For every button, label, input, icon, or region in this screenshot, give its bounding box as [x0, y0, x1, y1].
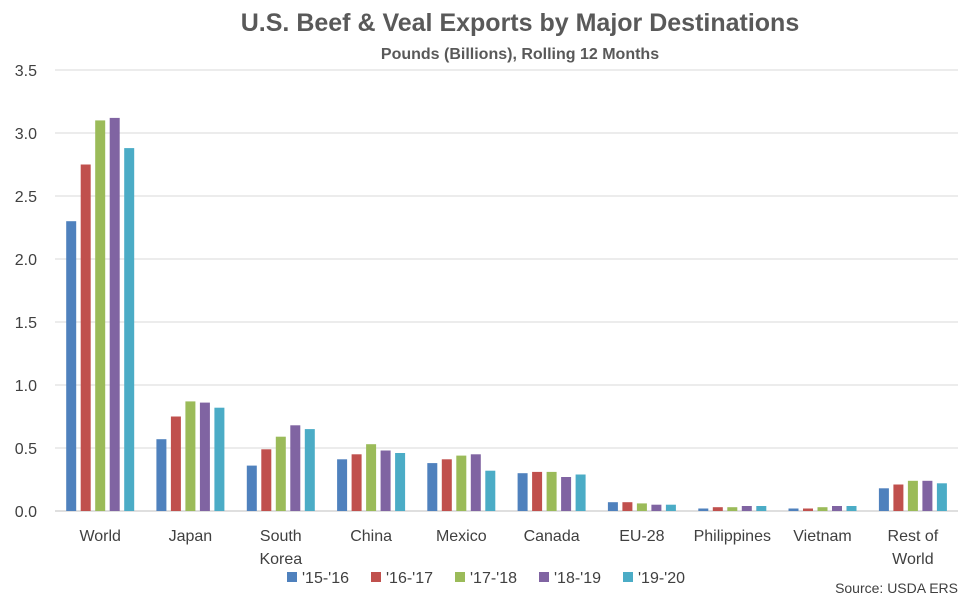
bar	[470, 454, 481, 511]
x-category-label: Canada	[524, 528, 580, 545]
bar	[66, 221, 77, 511]
bar	[698, 508, 709, 511]
x-category-label: World	[79, 528, 121, 545]
chart-subtitle: Pounds (Billions), Rolling 12 Months	[381, 46, 659, 63]
bar	[395, 453, 406, 511]
bar	[427, 463, 438, 511]
bar	[337, 459, 348, 511]
bar	[456, 455, 467, 511]
legend-label: '17-'18	[470, 570, 517, 587]
bar	[817, 507, 828, 511]
bar	[485, 470, 496, 511]
x-category-label: Rest of	[888, 528, 939, 545]
bar	[607, 502, 618, 511]
x-axis-labels: World Japan South Korea China Mexico Canada EU-…	[79, 528, 938, 568]
x-category-label: Vietnam	[793, 528, 851, 545]
bar	[832, 506, 842, 511]
bar	[185, 401, 196, 511]
bar	[80, 164, 91, 511]
bar	[517, 473, 528, 511]
bar	[922, 480, 933, 511]
y-tick-label: 1.5	[15, 315, 37, 332]
bar	[651, 504, 662, 511]
bar	[199, 402, 210, 511]
x-category-label: World	[892, 551, 934, 568]
y-axis-ticks: 0.0 0.5 1.0 1.5 2.0 2.5 3.0 3.5	[15, 63, 37, 521]
bar	[936, 483, 947, 511]
y-tick-label: 2.5	[15, 189, 37, 206]
legend-swatch	[371, 572, 381, 582]
bar	[109, 117, 120, 512]
chart-title: U.S. Beef & Veal Exports by Major Destin…	[241, 9, 799, 37]
legend-label: '19-'20	[638, 570, 685, 587]
bar	[561, 477, 572, 511]
legend-swatch	[623, 572, 633, 582]
bar	[441, 459, 452, 511]
y-tick-label: 0.0	[15, 504, 37, 521]
x-category-label: Korea	[259, 551, 302, 568]
bar	[727, 507, 738, 511]
bar	[95, 120, 106, 512]
bars	[66, 117, 947, 512]
x-category-label: South	[260, 528, 302, 545]
bar	[907, 480, 918, 511]
bar	[261, 449, 272, 511]
bar	[304, 429, 315, 511]
source-note: Source: USDA ERS	[835, 580, 958, 596]
y-tick-label: 0.5	[15, 441, 37, 458]
legend-swatch	[287, 572, 297, 582]
legend-swatch	[455, 572, 465, 582]
bar	[622, 502, 633, 511]
bar	[156, 439, 167, 511]
bar	[575, 474, 586, 511]
x-category-label: Mexico	[436, 528, 487, 545]
y-tick-label: 3.0	[15, 126, 37, 143]
bar	[366, 444, 377, 511]
y-tick-label: 3.5	[15, 63, 37, 80]
bar	[788, 508, 799, 511]
bar	[636, 503, 647, 511]
bar	[546, 471, 557, 511]
bar	[846, 506, 857, 511]
bar	[893, 484, 904, 511]
legend-swatch	[539, 572, 549, 582]
bar	[275, 436, 286, 511]
y-tick-label: 2.0	[15, 252, 37, 269]
bar	[351, 454, 362, 511]
y-tick-label: 1.0	[15, 378, 37, 395]
bar	[741, 506, 752, 511]
legend-label: '16-'17	[386, 570, 433, 587]
bar	[290, 425, 301, 511]
x-category-label: EU-28	[619, 528, 664, 545]
x-category-label: China	[350, 528, 392, 545]
bar	[878, 488, 889, 511]
bar	[124, 148, 135, 511]
bar	[170, 416, 181, 511]
bar	[665, 504, 676, 511]
legend-label: '15-'16	[302, 570, 349, 587]
bar	[214, 407, 225, 511]
x-category-label: Japan	[169, 528, 213, 545]
bar	[712, 507, 723, 511]
bar	[380, 450, 391, 511]
legend: '15-'16 '16-'17 '17-'18 '18-'19 '19-'20	[287, 570, 685, 587]
bar	[756, 506, 767, 511]
bar	[246, 465, 257, 511]
legend-label: '18-'19	[554, 570, 601, 587]
bar	[803, 508, 813, 511]
x-category-label: Philippines	[694, 528, 771, 545]
bar	[532, 471, 543, 511]
